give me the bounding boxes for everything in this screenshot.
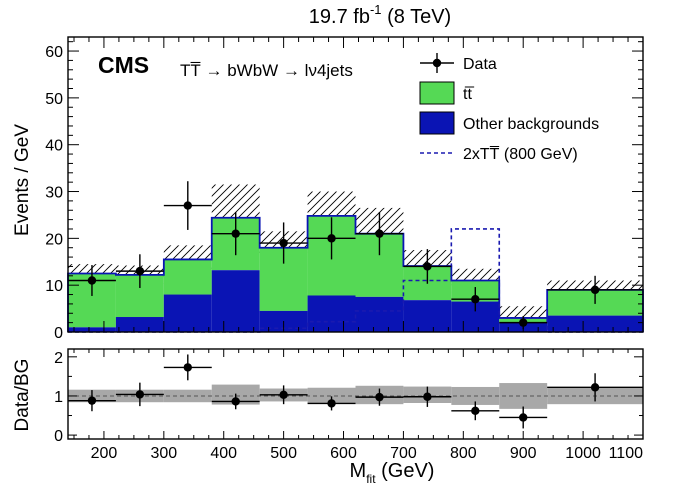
other-backgrounds-bar (355, 296, 404, 332)
ratio-frame (67, 348, 644, 440)
ratio-y-tick-label: 1 (54, 389, 63, 406)
other-backgrounds-bar (68, 327, 116, 332)
ratio-point (327, 399, 336, 408)
ratio-ticks: 0 1 2 (54, 349, 644, 445)
ratio-point (87, 396, 97, 405)
ratio-y-tick-label: 2 (54, 350, 63, 367)
legend-data-marker (432, 58, 442, 68)
data-point (423, 262, 432, 271)
y-tick-label: 30 (45, 185, 63, 202)
cms-label: CMS (98, 52, 149, 78)
legend-swatch (419, 111, 455, 135)
x-tick-label: 700 (390, 445, 417, 462)
data-point (231, 229, 240, 238)
main-ticks: 0 10 20 30 40 50 60 (45, 37, 644, 342)
main-y-axis-label: Events / GeV (12, 124, 33, 236)
legend-swatch (419, 81, 455, 105)
ratio-band-bin (307, 387, 356, 404)
ratio-y-axis-label: Data/BG (12, 359, 33, 432)
ratio-point (519, 413, 528, 422)
x-tick-labels: 200 300 400 500 600 700 800 900 1000 1100 (91, 445, 644, 462)
other-backgrounds-bar (403, 300, 452, 332)
x-tick-label: 1100 (609, 445, 644, 462)
x-axis-title: Mfit (GeV) (350, 460, 435, 486)
data-point (87, 276, 97, 285)
ratio-point (590, 383, 600, 392)
process-label: TT̅ → bWbW → lν4jets (180, 61, 353, 80)
ratio-point (423, 392, 432, 401)
y-tick-label: 40 (45, 138, 63, 155)
legend-label: tt̅ (463, 86, 474, 103)
y-tick-label: 60 (45, 44, 63, 61)
ratio-point (135, 390, 145, 399)
other-backgrounds-bar (163, 294, 212, 332)
ttbar-bar (163, 259, 212, 295)
x-tick-label: 800 (450, 445, 477, 462)
other-backgrounds-bar (211, 270, 260, 332)
data-point (135, 266, 145, 276)
background-stack (68, 215, 643, 332)
y-tick-label: 20 (45, 231, 63, 248)
data-point (327, 234, 336, 243)
data-point (279, 238, 288, 248)
ratio-points (68, 354, 643, 429)
legend-label: Other backgrounds (463, 116, 599, 133)
other-backgrounds-bar (115, 317, 164, 332)
x-tick-label: 900 (510, 445, 537, 462)
legend-label: 2xTT̅ (800 GeV) (463, 145, 578, 163)
data-point (471, 295, 480, 304)
ratio-point (375, 392, 384, 402)
main-frame (67, 36, 644, 333)
lumi-label: 19.7 fb-1 (8 TeV) (309, 2, 451, 28)
data-point (183, 201, 192, 210)
ratio-point (183, 363, 192, 372)
ratio-point (471, 406, 480, 416)
data-point (375, 229, 384, 238)
y-tick-label: 50 (45, 91, 63, 108)
y-tick-label: 0 (54, 325, 63, 342)
ratio-panel: 0 1 2 Data/BG (12, 348, 644, 445)
other-backgrounds-bar (547, 315, 643, 332)
ratio-y-tick-label: 0 (54, 428, 63, 445)
x-tick-label: 300 (150, 445, 177, 462)
x-tick-label: 600 (330, 445, 357, 462)
x-tick-label: 1000 (565, 445, 601, 462)
legend: Data tt̅ Other backgrounds 2xTT̅ (800 GeV) (419, 53, 599, 163)
y-tick-label: 10 (45, 278, 63, 295)
x-tick-label: 400 (210, 445, 237, 462)
legend-label: Data (463, 56, 497, 73)
data-points (68, 181, 643, 330)
main-panel: 0 10 20 30 40 50 60 Events / GeV CMS TT̅ → bWb… (12, 36, 644, 342)
x-tick-label: 200 (91, 445, 118, 462)
ratio-point (279, 390, 288, 399)
data-point (590, 285, 600, 295)
other-backgrounds-bar (307, 295, 356, 332)
ratio-point (231, 397, 240, 406)
x-tick-label: 500 (270, 445, 297, 462)
